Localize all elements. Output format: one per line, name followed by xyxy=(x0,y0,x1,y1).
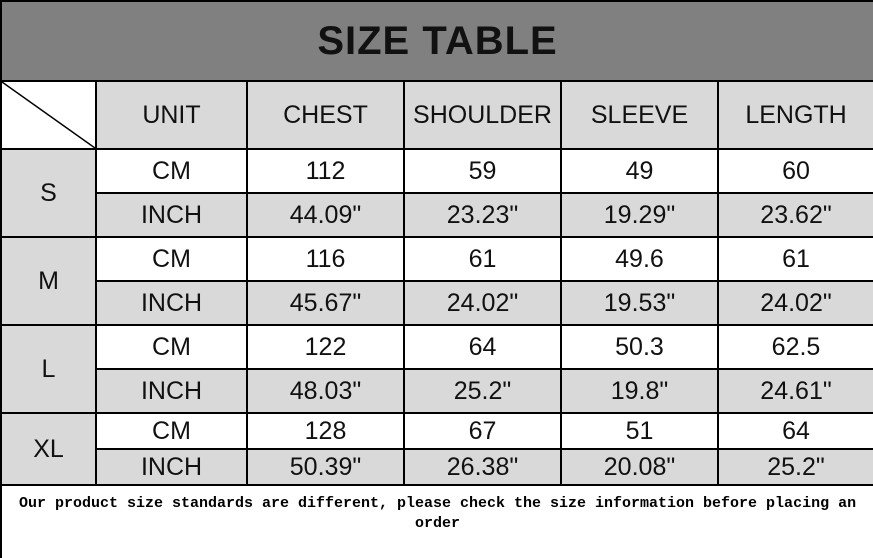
header-sleeve: SLEEVE xyxy=(560,80,719,150)
shoulder-value: 61 xyxy=(403,236,562,282)
unit-cell: CM xyxy=(95,324,248,370)
unit-cell: CM xyxy=(95,412,248,450)
shoulder-value: 24.02" xyxy=(403,280,562,326)
footer-note: Our product size standards are different… xyxy=(0,484,873,558)
table-row: INCH 44.09" 23.23" 19.29" 23.62" xyxy=(1,192,873,238)
unit-cell: INCH xyxy=(95,368,248,414)
header-shoulder: SHOULDER xyxy=(403,80,562,150)
chest-value: 48.03" xyxy=(246,368,405,414)
shoulder-value: 67 xyxy=(403,412,562,450)
header-length: LENGTH xyxy=(716,80,873,150)
size-label: XL xyxy=(0,412,97,486)
table-row: INCH 45.67" 24.02" 19.53" 24.02" xyxy=(1,280,873,326)
header-unit: UNIT xyxy=(95,80,248,150)
header-chest: CHEST xyxy=(246,80,405,150)
sleeve-value: 50.3 xyxy=(560,324,719,370)
shoulder-value: 25.2" xyxy=(403,368,562,414)
table-row: INCH 50.39" 26.38" 20.08" 25.2" xyxy=(1,448,873,486)
length-value: 25.2" xyxy=(716,448,873,486)
length-value: 24.02" xyxy=(716,280,873,326)
sleeve-value: 19.8" xyxy=(560,368,719,414)
sleeve-value: 19.29" xyxy=(560,192,719,238)
chest-value: 44.09" xyxy=(246,192,405,238)
length-value: 64 xyxy=(716,412,873,450)
size-label: S xyxy=(0,148,97,238)
shoulder-value: 23.23" xyxy=(403,192,562,238)
table-row: M CM 116 61 49.6 61 xyxy=(0,236,873,326)
chest-value: 128 xyxy=(246,412,405,450)
unit-cell: INCH xyxy=(95,448,248,486)
table-title: SIZE TABLE xyxy=(0,0,873,82)
chest-value: 50.39" xyxy=(246,448,405,486)
table-row: S CM 112 59 49 60 xyxy=(0,148,873,238)
size-label: L xyxy=(0,324,97,414)
table-row: INCH 48.03" 25.2" 19.8" 24.61" xyxy=(1,368,873,414)
sleeve-value: 51 xyxy=(560,412,719,450)
sleeve-value: 20.08" xyxy=(560,448,719,486)
shoulder-value: 59 xyxy=(403,148,562,194)
chest-value: 116 xyxy=(246,236,405,282)
unit-cell: INCH xyxy=(95,280,248,326)
corner-diagonal-cell xyxy=(0,80,97,150)
chest-value: 112 xyxy=(246,148,405,194)
length-value: 23.62" xyxy=(716,192,873,238)
table-row: L CM 122 64 50.3 62.5 xyxy=(0,324,873,414)
unit-cell: CM xyxy=(95,148,248,194)
length-value: 61 xyxy=(716,236,873,282)
size-label: M xyxy=(0,236,97,326)
sleeve-value: 19.53" xyxy=(560,280,719,326)
sleeve-value: 49 xyxy=(560,148,719,194)
length-value: 60 xyxy=(716,148,873,194)
sleeve-value: 49.6 xyxy=(560,236,719,282)
shoulder-value: 26.38" xyxy=(403,448,562,486)
chest-value: 45.67" xyxy=(246,280,405,326)
length-value: 24.61" xyxy=(716,368,873,414)
table-row: XL CM 128 67 51 64 xyxy=(0,412,873,486)
chest-value: 122 xyxy=(246,324,405,370)
length-value: 62.5 xyxy=(716,324,873,370)
shoulder-value: 64 xyxy=(403,324,562,370)
unit-cell: CM xyxy=(95,236,248,282)
unit-cell: INCH xyxy=(95,192,248,238)
